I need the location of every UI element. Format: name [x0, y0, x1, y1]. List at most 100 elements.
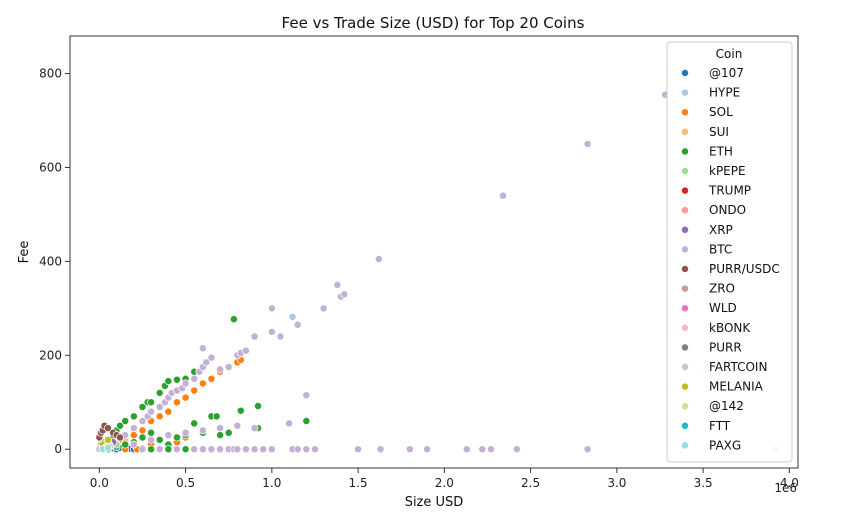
data-point	[138, 403, 147, 411]
legend-entry-label: PURR	[709, 340, 742, 354]
legend-entry-label: PURR/USDC	[709, 262, 780, 276]
data-point	[147, 445, 156, 454]
data-point	[138, 445, 147, 454]
legend-entry-label: @142	[709, 399, 744, 413]
legend-entry-label: SUI	[709, 125, 729, 139]
legend-marker	[681, 206, 689, 215]
y-axis: 0 200 400 600 800	[39, 67, 70, 456]
data-point	[198, 344, 207, 353]
data-point	[147, 428, 156, 437]
data-point	[147, 398, 156, 407]
legend-marker	[681, 441, 689, 450]
data-point	[104, 424, 112, 433]
data-point	[267, 327, 276, 336]
legend-entry-label: PAXG	[709, 438, 741, 452]
data-point	[173, 445, 181, 454]
y-tick-label: 400	[39, 254, 62, 268]
x-axis-label: Size USD	[405, 495, 464, 510]
data-point	[216, 445, 225, 454]
data-point	[512, 445, 521, 454]
data-point	[250, 424, 259, 433]
data-point	[202, 358, 211, 367]
data-point	[173, 433, 181, 442]
x-tick-label: 1.0	[262, 476, 281, 490]
data-point	[583, 445, 592, 454]
data-point	[267, 445, 276, 454]
data-point	[198, 426, 207, 435]
data-point	[116, 421, 124, 430]
legend-items: @107 HYPE SOL SUI ETH kPEPE TRUMP ONDO XRP BTC PUR…	[681, 66, 780, 452]
data-point	[104, 443, 112, 452]
data-point	[254, 402, 262, 410]
y-tick-label: 0	[54, 442, 62, 456]
data-point	[376, 445, 385, 454]
data-point	[190, 374, 199, 383]
legend: Coin @107 HYPE SOL SUI ETH kPEPE TRUMP ONDO XRP B…	[666, 41, 793, 463]
data-point	[486, 445, 495, 454]
data-point	[233, 445, 242, 454]
data-point	[293, 445, 302, 454]
data-point	[198, 379, 207, 388]
data-point	[285, 419, 294, 428]
data-point	[250, 445, 259, 454]
data-point	[302, 417, 311, 425]
data-point	[155, 435, 164, 444]
data-point	[173, 398, 181, 407]
data-point	[583, 140, 592, 148]
data-point	[181, 379, 190, 388]
data-point	[224, 363, 233, 371]
data-point	[462, 445, 471, 454]
legend-marker	[681, 363, 689, 371]
legend-entry-label: @107	[709, 66, 744, 80]
data-point	[478, 445, 487, 454]
data-point	[293, 320, 302, 329]
x-tick-label: 3.5	[694, 476, 713, 490]
data-point	[354, 445, 363, 454]
data-point	[121, 417, 130, 425]
data-point	[374, 255, 383, 263]
data-point	[276, 332, 285, 341]
legend-entry-label: BTC	[709, 242, 732, 256]
legend-entry-label: WLD	[709, 301, 737, 315]
data-point	[164, 431, 173, 440]
data-point	[181, 445, 190, 454]
data-point	[207, 445, 216, 454]
legend-entry-label: MELANIA	[709, 380, 764, 394]
data-point	[236, 406, 245, 415]
legend-entry-label: kBONK	[709, 321, 751, 335]
legend-entry-label: FTT	[709, 419, 731, 433]
x-axis: 0.0 0.5 1.0 1.5 2.0 2.5 3.0 3.5 4.0	[90, 468, 799, 490]
legend-marker	[681, 323, 689, 332]
data-point	[155, 445, 164, 454]
data-point	[190, 445, 199, 454]
legend-entry-label: TRUMP	[708, 184, 751, 198]
data-point	[233, 421, 242, 430]
data-point	[147, 407, 156, 416]
legend-entry-label: FARTCOIN	[709, 360, 767, 374]
data-point	[229, 315, 238, 324]
legend-marker	[681, 225, 689, 234]
legend-marker	[681, 147, 689, 156]
x-tick-label: 0.5	[176, 476, 195, 490]
data-point	[288, 312, 297, 321]
data-point	[190, 386, 199, 395]
data-point	[116, 433, 124, 442]
data-point	[155, 412, 164, 421]
legend-entry-label: ETH	[709, 144, 733, 158]
y-tick-label: 600	[39, 160, 62, 174]
data-point	[190, 419, 199, 428]
data-point	[207, 353, 216, 362]
data-point	[216, 431, 225, 440]
data-point	[138, 433, 147, 442]
data-point	[155, 388, 164, 397]
y-tick-label: 200	[39, 348, 62, 362]
data-point	[164, 407, 173, 416]
data-point	[129, 424, 138, 433]
legend-marker	[681, 127, 689, 136]
data-point	[147, 435, 156, 444]
data-point	[405, 445, 414, 454]
legend-title: Coin	[716, 47, 743, 61]
data-point	[164, 377, 173, 386]
chart-title: Fee vs Trade Size (USD) for Top 20 Coins	[282, 14, 585, 32]
